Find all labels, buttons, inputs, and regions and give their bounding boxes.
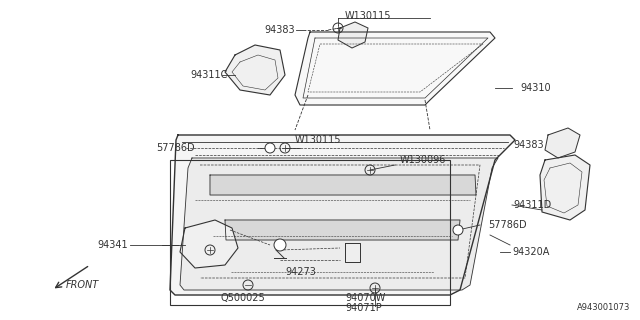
Text: 94311D: 94311D — [513, 200, 551, 210]
Polygon shape — [295, 32, 495, 105]
Text: 94070W: 94070W — [345, 293, 385, 303]
Polygon shape — [338, 22, 368, 48]
Text: W130096: W130096 — [400, 155, 446, 165]
Text: 94383: 94383 — [513, 140, 543, 150]
Polygon shape — [180, 220, 238, 268]
Circle shape — [274, 239, 286, 251]
Polygon shape — [225, 220, 460, 240]
Text: FRONT: FRONT — [65, 280, 99, 290]
Text: 94311C: 94311C — [191, 70, 228, 80]
Text: W130115: W130115 — [295, 135, 342, 145]
Text: 94341: 94341 — [97, 240, 128, 250]
Circle shape — [265, 143, 275, 153]
Polygon shape — [180, 158, 498, 290]
Text: 94320A: 94320A — [512, 247, 549, 257]
Text: W130115: W130115 — [345, 11, 392, 21]
Text: 57786D: 57786D — [488, 220, 527, 230]
Text: Q500025: Q500025 — [220, 293, 265, 303]
Polygon shape — [225, 45, 285, 95]
Polygon shape — [210, 175, 476, 195]
Text: 57786D: 57786D — [156, 143, 195, 153]
Polygon shape — [545, 128, 580, 158]
Polygon shape — [540, 155, 590, 220]
Polygon shape — [345, 243, 360, 262]
Text: 94071P: 94071P — [345, 303, 381, 313]
Polygon shape — [170, 135, 515, 295]
Bar — [170, 160, 450, 305]
Text: 94273: 94273 — [285, 267, 316, 277]
Text: 94383: 94383 — [264, 25, 295, 35]
Circle shape — [453, 225, 463, 235]
Text: 94310: 94310 — [520, 83, 550, 93]
Text: A943001073: A943001073 — [577, 303, 630, 312]
